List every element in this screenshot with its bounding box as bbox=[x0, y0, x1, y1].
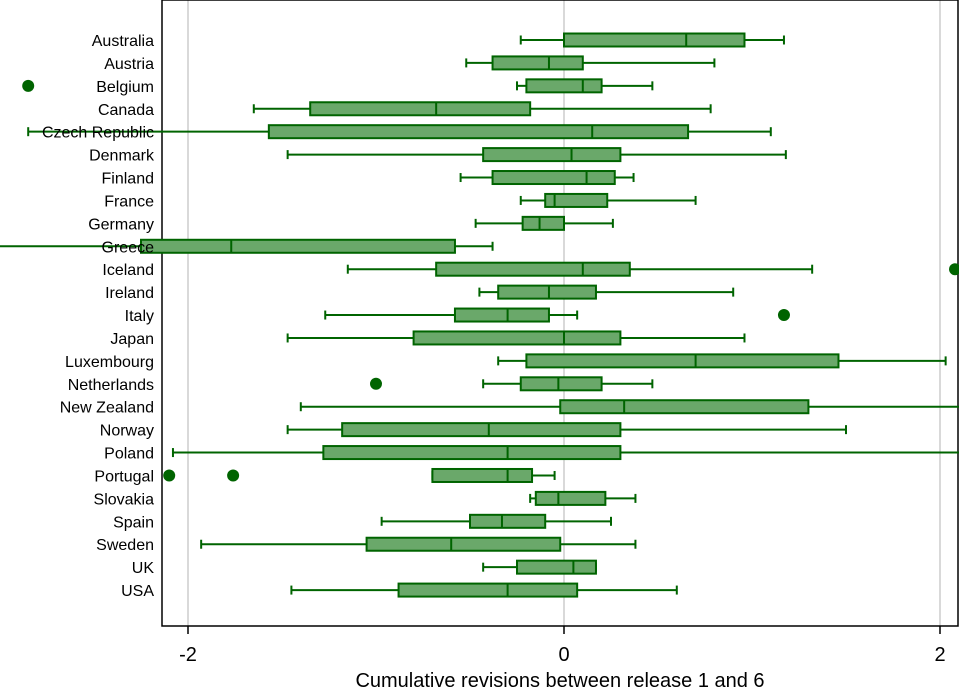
category-label: Denmark bbox=[89, 148, 155, 165]
category-label: Japan bbox=[110, 331, 154, 348]
iqr-box bbox=[559, 399, 810, 415]
iqr-box bbox=[267, 124, 690, 140]
category-label: UK bbox=[132, 560, 155, 577]
iqr-box bbox=[453, 307, 550, 323]
box-finland bbox=[459, 170, 635, 186]
iqr-box bbox=[140, 238, 456, 254]
box-usa bbox=[290, 582, 678, 598]
outlier-point bbox=[227, 469, 240, 482]
iqr-box bbox=[431, 467, 534, 483]
box-luxembourg bbox=[497, 353, 947, 369]
category-label: Ireland bbox=[105, 285, 154, 302]
iqr-box bbox=[491, 170, 616, 186]
box-germany bbox=[474, 215, 614, 231]
iqr-box bbox=[521, 215, 566, 231]
box-norway bbox=[286, 422, 847, 438]
box-japan bbox=[286, 330, 746, 346]
iqr-box bbox=[534, 490, 607, 506]
box-canada bbox=[252, 101, 712, 117]
category-label: Austria bbox=[104, 56, 154, 73]
category-label: Poland bbox=[104, 446, 154, 463]
iqr-box bbox=[525, 78, 603, 94]
category-label: France bbox=[104, 193, 154, 210]
iqr-box bbox=[469, 513, 547, 529]
box-greece bbox=[0, 238, 494, 254]
box-uk bbox=[482, 559, 597, 575]
box-ireland bbox=[478, 284, 735, 300]
box-sweden bbox=[200, 536, 637, 552]
iqr-box bbox=[435, 261, 631, 277]
outlier-point bbox=[22, 79, 35, 92]
x-tick-label: 0 bbox=[558, 644, 569, 666]
category-label: Spain bbox=[113, 514, 154, 531]
iqr-box bbox=[397, 582, 579, 598]
iqr-box bbox=[412, 330, 622, 346]
category-labels: Australia Austria Belgium Canada Czech Repub… bbox=[42, 33, 155, 600]
box-belgium bbox=[22, 78, 654, 94]
category-label: Luxembourg bbox=[65, 354, 154, 371]
iqr-box bbox=[544, 192, 609, 208]
outlier-point bbox=[949, 263, 959, 276]
x-axis-ticks: -4-2024 bbox=[179, 626, 946, 666]
category-label: Norway bbox=[100, 423, 154, 440]
box-france bbox=[519, 192, 697, 208]
box-new-zealand bbox=[299, 399, 959, 415]
box-layer bbox=[0, 32, 959, 598]
box-australia bbox=[519, 32, 785, 48]
category-label: Portugal bbox=[94, 468, 154, 485]
x-tick-label: -2 bbox=[179, 644, 197, 666]
category-label: Canada bbox=[98, 102, 154, 119]
outlier-point bbox=[163, 469, 176, 482]
x-tick-label: 2 bbox=[934, 644, 945, 666]
iqr-box bbox=[491, 55, 584, 71]
category-label: Germany bbox=[88, 216, 154, 233]
box-iceland bbox=[346, 261, 959, 277]
iqr-box bbox=[497, 284, 597, 300]
iqr-box bbox=[563, 32, 746, 48]
box-denmark bbox=[286, 147, 787, 163]
category-label: USA bbox=[121, 583, 154, 600]
category-label: Australia bbox=[92, 33, 154, 50]
category-label: New Zealand bbox=[60, 400, 154, 417]
outlier-point bbox=[777, 309, 790, 322]
box-portugal bbox=[163, 467, 556, 483]
iqr-box bbox=[525, 353, 840, 369]
box-slovakia bbox=[529, 490, 637, 506]
category-label: Belgium bbox=[96, 79, 154, 96]
iqr-box bbox=[322, 445, 622, 461]
box-netherlands bbox=[370, 376, 654, 392]
box-spain bbox=[380, 513, 612, 529]
x-axis-title: Cumulative revisions between release 1 a… bbox=[355, 670, 764, 692]
iqr-box bbox=[365, 536, 562, 552]
iqr-box bbox=[516, 559, 597, 575]
category-label: Finland bbox=[102, 171, 154, 188]
box-czech-republic bbox=[27, 124, 772, 140]
grid-lines bbox=[187, 0, 941, 626]
box-italy bbox=[324, 307, 790, 323]
category-label: Iceland bbox=[102, 262, 154, 279]
category-label: Italy bbox=[125, 308, 154, 325]
category-label: Czech Republic bbox=[42, 125, 154, 142]
iqr-box bbox=[519, 376, 603, 392]
box-austria bbox=[465, 55, 716, 71]
category-label: Netherlands bbox=[68, 377, 154, 394]
outlier-point bbox=[370, 377, 382, 390]
category-label: Slovakia bbox=[94, 491, 155, 508]
category-label: Sweden bbox=[96, 537, 154, 554]
iqr-box bbox=[341, 422, 622, 438]
plot-frame bbox=[161, 0, 959, 627]
box-poland bbox=[171, 445, 959, 461]
iqr-box bbox=[309, 101, 532, 117]
iqr-box bbox=[482, 147, 622, 163]
category-label: Greece bbox=[102, 239, 155, 256]
